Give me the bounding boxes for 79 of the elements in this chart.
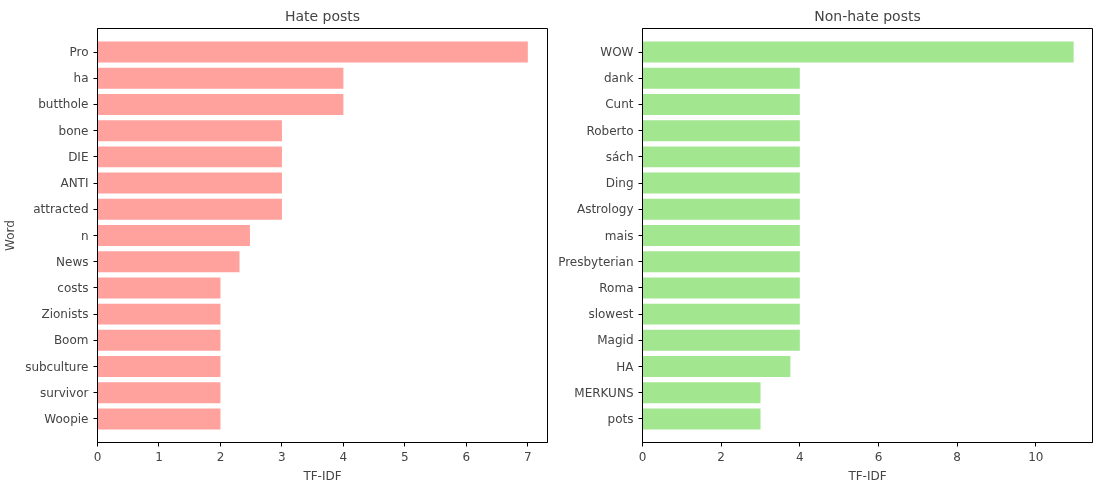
y-tick-label: DIE [68,149,89,164]
bar [642,303,800,325]
y-tick-label: Presbyterian [558,254,634,269]
y-tick-label: Roma [599,280,634,295]
bar [97,198,282,220]
y-tick-label: ANTI [60,176,89,191]
x-tick-label: 8 [953,449,962,464]
y-tick-label: butthole [38,97,89,112]
x-tick-label: 0 [638,449,647,464]
bar [642,277,800,299]
bar [97,67,344,89]
y-tick-label: Woopie [44,411,89,426]
y-tick-label: Astrology [576,202,634,217]
bar [642,329,800,351]
y-tick-label: costs [57,280,89,295]
y-tick-label: WOW [600,45,634,60]
y-tick-label: attracted [33,202,89,217]
x-tick-label: 5 [401,449,409,464]
y-tick-label: survivor [39,385,89,400]
bar [642,382,761,404]
x-tick-label: 1 [155,449,163,464]
bar [97,146,282,168]
bar [642,94,800,115]
y-tick-label: Cunt [605,97,634,112]
bar [97,382,221,404]
bar [642,120,800,142]
y-tick-label: Boom [53,333,89,348]
bar [642,251,800,273]
y-tick-label: MERKUNS [574,385,634,400]
chart-title: Non-hate posts [814,7,921,24]
y-tick-label: Roberto [586,123,634,138]
bar [642,356,791,377]
bar [642,225,800,246]
y-tick-label: mais [604,228,634,243]
y-tick-label: sách [605,149,634,164]
x-tick-label: 3 [278,449,286,464]
y-tick-label: pots [607,411,634,426]
y-tick-label: News [56,254,89,269]
bar [642,408,761,430]
bar [97,172,282,194]
x-tick-label: 7 [524,449,532,464]
y-tick-label: n [80,228,89,243]
x-tick-label: 4 [339,449,348,464]
y-tick-label: ha [73,71,89,86]
x-tick-label: 0 [93,449,102,464]
x-tick-label: 10 [1028,449,1044,464]
bar [97,329,221,351]
y-tick-label: bone [58,123,89,138]
y-tick-label: subculture [25,359,89,374]
y-tick-label: Zionists [41,307,89,322]
y-tick-label: Pro [69,45,89,60]
bar [642,172,800,194]
y-tick-label: Ding [605,176,634,191]
bar [97,225,250,246]
bar [97,277,221,299]
x-tick-label: 2 [216,449,225,464]
y-axis-title: Word [3,220,18,251]
x-tick-label: 6 [874,449,883,464]
bar [97,41,528,63]
bar [642,198,800,220]
bar [97,303,221,325]
y-tick-label: slowest [588,307,634,322]
x-tick-label: 4 [796,449,804,464]
bar [97,356,221,377]
x-axis-title: TF-IDF [847,468,887,483]
bar [97,251,240,273]
y-tick-label: Magid [597,333,634,348]
bar [97,408,221,430]
x-axis-title: TF-IDF [302,468,342,483]
bar [97,120,282,142]
x-tick-label: 2 [717,449,725,464]
bar [642,67,800,89]
bar [97,94,344,115]
x-tick-label: 6 [462,449,471,464]
y-tick-label: dank [603,71,634,86]
bar [642,41,1074,63]
y-tick-label: HA [616,359,635,374]
bar [642,146,800,168]
chart-title: Hate posts [284,7,361,24]
